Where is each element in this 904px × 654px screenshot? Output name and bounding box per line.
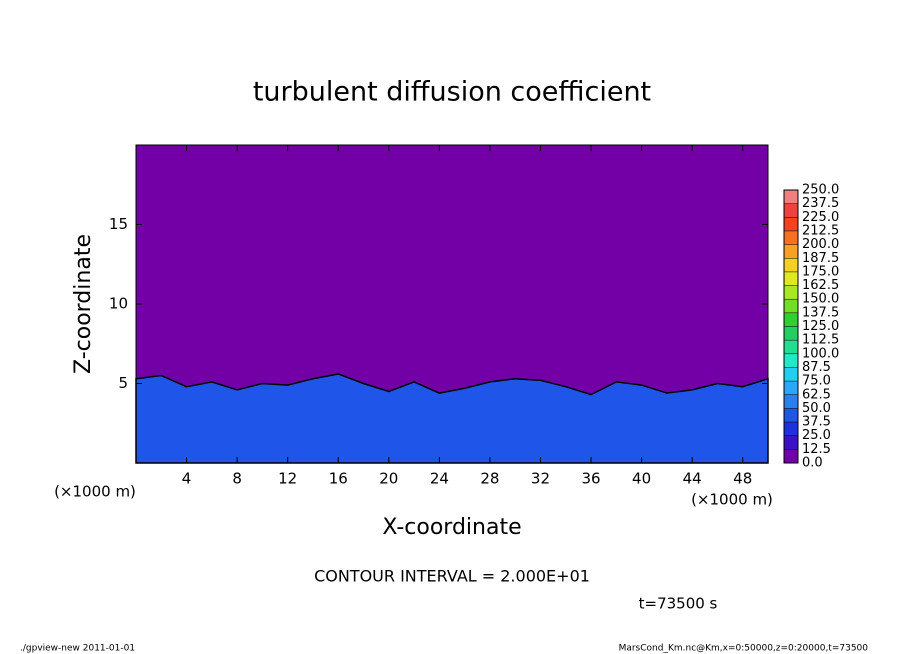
colorbar-label: 50.0 bbox=[802, 401, 831, 416]
boundary-layer-area bbox=[135, 373, 769, 464]
x-tick-label: 24 bbox=[430, 470, 449, 488]
colorbar-label: 162.5 bbox=[802, 278, 839, 293]
colorbar-swatch bbox=[784, 340, 798, 354]
colorbar-label: 25.0 bbox=[802, 428, 831, 443]
x-tick-label: 16 bbox=[329, 470, 348, 488]
x-tick-label: 40 bbox=[632, 470, 651, 488]
colorbar-label: 100.0 bbox=[802, 346, 839, 361]
x-tick-label: 32 bbox=[531, 470, 550, 488]
colorbar-swatch bbox=[784, 353, 798, 368]
colorbar-label: 150.0 bbox=[802, 292, 839, 307]
x-axis-label: X-coordinate bbox=[382, 515, 521, 540]
colorbar-label: 175.0 bbox=[802, 264, 839, 279]
colorbar-label: 37.5 bbox=[802, 415, 831, 430]
colorbar-label: 12.5 bbox=[802, 442, 831, 457]
x-tick-label: 48 bbox=[733, 470, 752, 488]
colorbar-label: 212.5 bbox=[802, 223, 839, 238]
x-tick-label: 4 bbox=[182, 470, 192, 488]
colorbar-swatch bbox=[784, 190, 798, 204]
colorbar-label: 250.0 bbox=[802, 183, 839, 198]
x-tick-label: 12 bbox=[278, 470, 297, 488]
colorbar-swatch bbox=[784, 285, 798, 300]
y-tick-label: 10 bbox=[109, 295, 128, 313]
colorbar-swatch bbox=[784, 203, 798, 218]
colorbar-swatch bbox=[784, 326, 798, 341]
x-tick-label: 44 bbox=[683, 470, 702, 488]
plot-area bbox=[135, 144, 769, 464]
colorbar-swatch bbox=[784, 244, 798, 259]
colorbar-swatch bbox=[784, 381, 798, 395]
colorbar-label: 200.0 bbox=[802, 237, 839, 252]
y-tick-label: 5 bbox=[118, 374, 128, 392]
x-unit-label: (×1000 m) bbox=[691, 491, 773, 509]
colorbar-swatch bbox=[784, 408, 798, 423]
colorbar-swatch bbox=[784, 312, 798, 327]
colorbar-label: 87.5 bbox=[802, 360, 831, 375]
colorbar-swatch bbox=[784, 422, 798, 436]
colorbar-label: 237.5 bbox=[802, 196, 839, 211]
colorbar-label: 125.0 bbox=[802, 319, 839, 334]
colorbar-swatch bbox=[784, 394, 798, 409]
time-note: t=73500 s bbox=[639, 595, 718, 613]
colorbar-swatch bbox=[784, 449, 798, 463]
colorbar-swatch bbox=[784, 217, 798, 231]
colorbar-swatch bbox=[784, 435, 798, 450]
x-tick-label: 20 bbox=[379, 470, 398, 488]
colorbar-label: 75.0 bbox=[802, 374, 831, 389]
colorbar-label: 112.5 bbox=[802, 333, 839, 348]
y-axis-label: Z-coordinate bbox=[71, 234, 96, 374]
colorbar-label: 137.5 bbox=[802, 305, 839, 320]
footer-left: ./gpview-new 2011-01-01 bbox=[20, 644, 135, 654]
x-tick-label: 28 bbox=[480, 470, 499, 488]
y-tick-label: 15 bbox=[109, 215, 128, 233]
x-tick-label: 8 bbox=[232, 470, 242, 488]
x-unit-label: (×1000 m) bbox=[54, 483, 136, 501]
x-tick-label: 36 bbox=[581, 470, 600, 488]
colorbar-label: 187.5 bbox=[802, 251, 839, 266]
colorbar-label: 62.5 bbox=[802, 387, 831, 402]
chart-title: turbulent diffusion coefficient bbox=[253, 77, 651, 108]
colorbar-swatch bbox=[784, 299, 798, 313]
footer-right: MarsCond_Km.nc@Km,x=0:50000,z=0:20000,t=… bbox=[619, 644, 869, 654]
colorbar-label: 225.0 bbox=[802, 210, 839, 225]
colorbar-label: 0.0 bbox=[802, 456, 823, 471]
contour-note: CONTOUR INTERVAL = 2.000E+01 bbox=[314, 567, 590, 586]
colorbar-swatch bbox=[784, 230, 798, 245]
colorbar-swatch bbox=[784, 367, 798, 382]
colorbar-swatch bbox=[784, 258, 798, 272]
colorbar-swatch bbox=[784, 271, 798, 286]
